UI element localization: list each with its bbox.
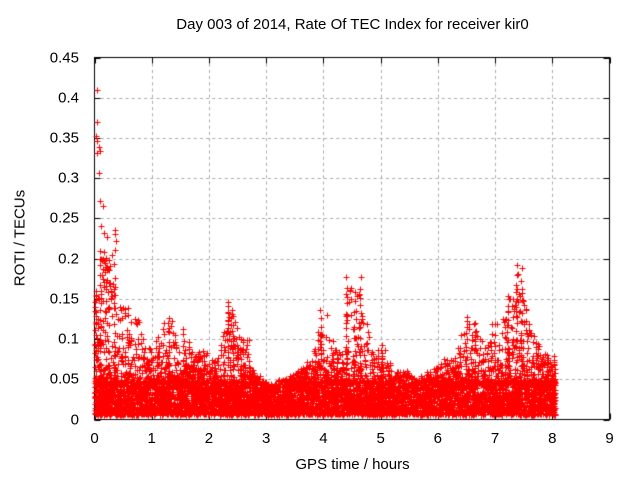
x-tick-label: 9	[605, 430, 614, 447]
y-tick-label: 0.35	[49, 129, 79, 147]
y-tick-label: 0.15	[49, 290, 79, 308]
y-tick-label: 0.3	[58, 169, 79, 187]
x-tick-label: 6	[433, 430, 442, 447]
y-tick-label: 0.45	[49, 49, 79, 66]
y-tick-label: 0.2	[58, 250, 79, 268]
y-tick-label: 0.05	[49, 370, 79, 388]
y-tick-label: 0.1	[58, 330, 79, 348]
y-axis-label: ROTI / TECUs	[11, 189, 29, 287]
x-axis-label: GPS time / hours	[295, 456, 410, 473]
x-tick-label: 3	[261, 430, 271, 447]
x-tick-label: 0	[90, 430, 99, 447]
y-tick-label: 0.4	[58, 89, 79, 107]
y-tick-label: 0	[70, 411, 79, 428]
x-tick-label: 8	[548, 430, 557, 447]
x-tick-label: 1	[147, 430, 156, 447]
chart-title: Day 003 of 2014, Rate Of TEC Index for r…	[176, 16, 529, 33]
x-tick-label: 7	[490, 430, 500, 447]
x-tick-label: 2	[204, 430, 214, 447]
y-tick-label: 0.25	[49, 209, 79, 227]
x-tick-label: 5	[376, 430, 385, 447]
x-tick-label: 4	[319, 430, 328, 447]
